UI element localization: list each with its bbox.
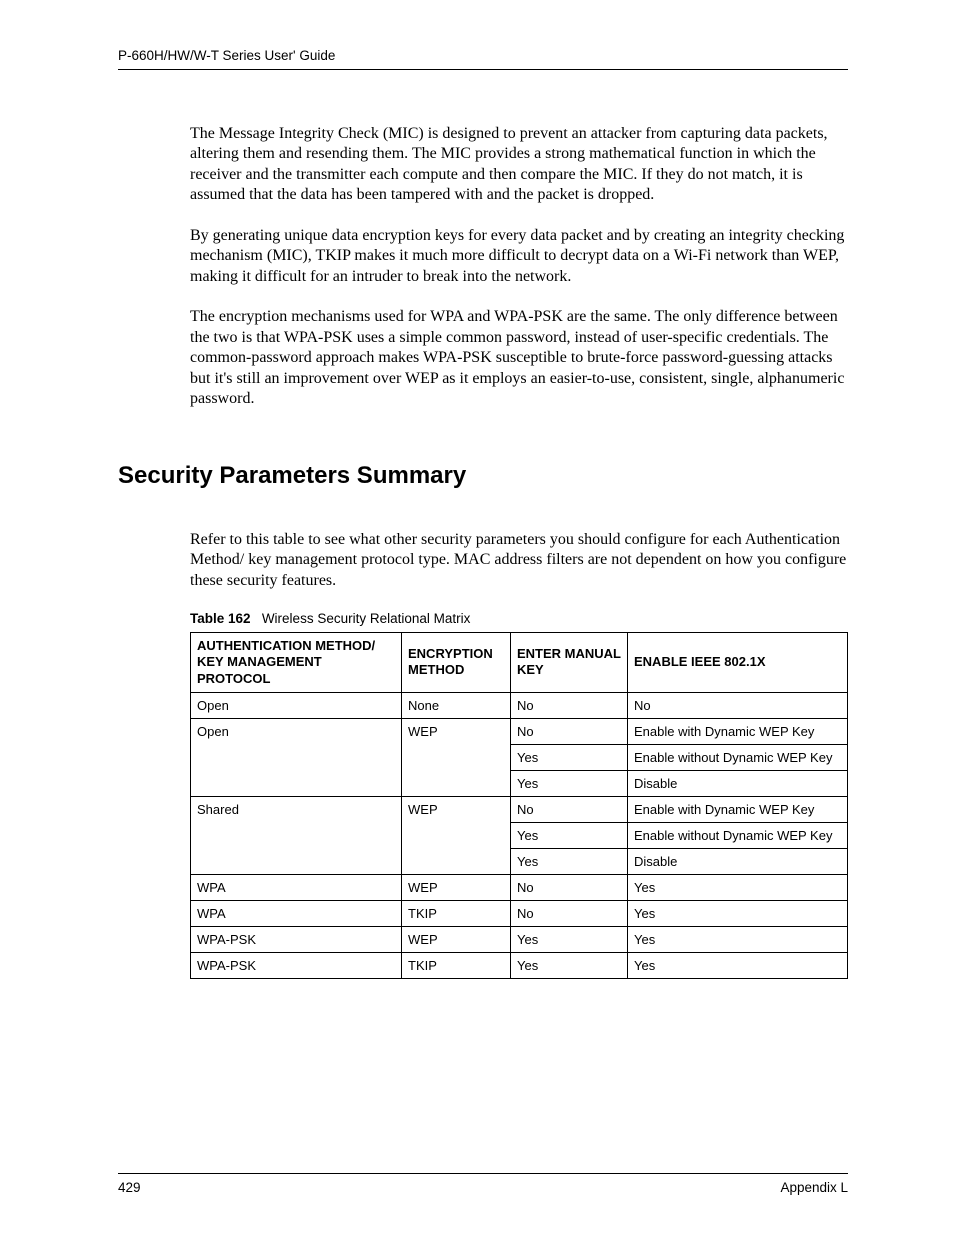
cell-enc: WEP (402, 874, 511, 900)
cell-enc (402, 770, 511, 796)
cell-enc (402, 822, 511, 848)
document-page: P-660H/HW/W-T Series User' Guide The Mes… (0, 0, 954, 1235)
cell-auth: WPA-PSK (191, 926, 402, 952)
cell-enc: WEP (402, 718, 511, 744)
table-row: OpenNoneNoNo (191, 692, 848, 718)
cell-manual: No (511, 874, 628, 900)
cell-enc (402, 848, 511, 874)
th-enc: ENCRYPTION METHOD (402, 633, 511, 693)
cell-enc: WEP (402, 796, 511, 822)
cell-ieee: Yes (628, 874, 848, 900)
cell-manual: No (511, 718, 628, 744)
cell-ieee: Disable (628, 848, 848, 874)
table-caption: Table 162 Wireless Security Relational M… (190, 611, 848, 626)
cell-manual: No (511, 900, 628, 926)
table-row: YesEnable without Dynamic WEP Key (191, 822, 848, 848)
cell-manual: Yes (511, 744, 628, 770)
page-footer: 429 Appendix L (118, 1173, 848, 1195)
cell-ieee: Yes (628, 900, 848, 926)
cell-auth: WPA-PSK (191, 952, 402, 978)
paragraph-wpa-psk: The encryption mechanisms used for WPA a… (190, 307, 848, 409)
page-number: 429 (118, 1180, 141, 1195)
section-body: Refer to this table to see what other se… (190, 514, 848, 979)
cell-enc: None (402, 692, 511, 718)
th-auth: AUTHENTICATION METHOD/ KEY MANAGEMENT PR… (191, 633, 402, 693)
guide-title: P-660H/HW/W-T Series User' Guide (118, 48, 335, 63)
cell-ieee: Yes (628, 952, 848, 978)
cell-manual: Yes (511, 952, 628, 978)
table-row: YesEnable without Dynamic WEP Key (191, 744, 848, 770)
paragraph-tkip: By generating unique data encryption key… (190, 226, 848, 287)
cell-manual: Yes (511, 822, 628, 848)
appendix-label: Appendix L (780, 1180, 848, 1195)
cell-enc: TKIP (402, 952, 511, 978)
cell-ieee: Enable with Dynamic WEP Key (628, 718, 848, 744)
cell-manual: Yes (511, 770, 628, 796)
cell-manual: Yes (511, 926, 628, 952)
table-number: Table 162 (190, 611, 251, 626)
page-header: P-660H/HW/W-T Series User' Guide (118, 48, 848, 70)
table-body: OpenNoneNoNoOpenWEPNoEnable with Dynamic… (191, 692, 848, 978)
table-row: YesDisable (191, 848, 848, 874)
paragraph-mic: The Message Integrity Check (MIC) is des… (190, 124, 848, 206)
table-row: WPATKIPNoYes (191, 900, 848, 926)
section-title: Security Parameters Summary (118, 462, 848, 490)
cell-ieee: No (628, 692, 848, 718)
cell-enc: TKIP (402, 900, 511, 926)
security-matrix-table: AUTHENTICATION METHOD/ KEY MANAGEMENT PR… (190, 632, 848, 979)
cell-auth: WPA (191, 900, 402, 926)
table-row: WPA-PSKTKIPYesYes (191, 952, 848, 978)
cell-auth (191, 822, 402, 848)
cell-manual: No (511, 692, 628, 718)
cell-auth (191, 744, 402, 770)
cell-auth (191, 848, 402, 874)
table-row: WPAWEPNoYes (191, 874, 848, 900)
cell-auth: WPA (191, 874, 402, 900)
cell-ieee: Yes (628, 926, 848, 952)
paragraph-refer: Refer to this table to see what other se… (190, 530, 848, 591)
cell-manual: Yes (511, 848, 628, 874)
th-ieee: ENABLE IEEE 802.1X (628, 633, 848, 693)
cell-ieee: Enable without Dynamic WEP Key (628, 744, 848, 770)
table-row: SharedWEPNoEnable with Dynamic WEP Key (191, 796, 848, 822)
cell-enc: WEP (402, 926, 511, 952)
table-header-row: AUTHENTICATION METHOD/ KEY MANAGEMENT PR… (191, 633, 848, 693)
cell-ieee: Enable without Dynamic WEP Key (628, 822, 848, 848)
cell-auth: Open (191, 718, 402, 744)
table-row: OpenWEPNoEnable with Dynamic WEP Key (191, 718, 848, 744)
cell-auth (191, 770, 402, 796)
th-manual: ENTER MANUAL KEY (511, 633, 628, 693)
cell-enc (402, 744, 511, 770)
table-row: WPA-PSKWEPYesYes (191, 926, 848, 952)
cell-ieee: Enable with Dynamic WEP Key (628, 796, 848, 822)
table-row: YesDisable (191, 770, 848, 796)
cell-auth: Open (191, 692, 402, 718)
body-content: The Message Integrity Check (MIC) is des… (190, 108, 848, 430)
table-caption-text: Wireless Security Relational Matrix (262, 611, 471, 626)
cell-ieee: Disable (628, 770, 848, 796)
cell-manual: No (511, 796, 628, 822)
cell-auth: Shared (191, 796, 402, 822)
